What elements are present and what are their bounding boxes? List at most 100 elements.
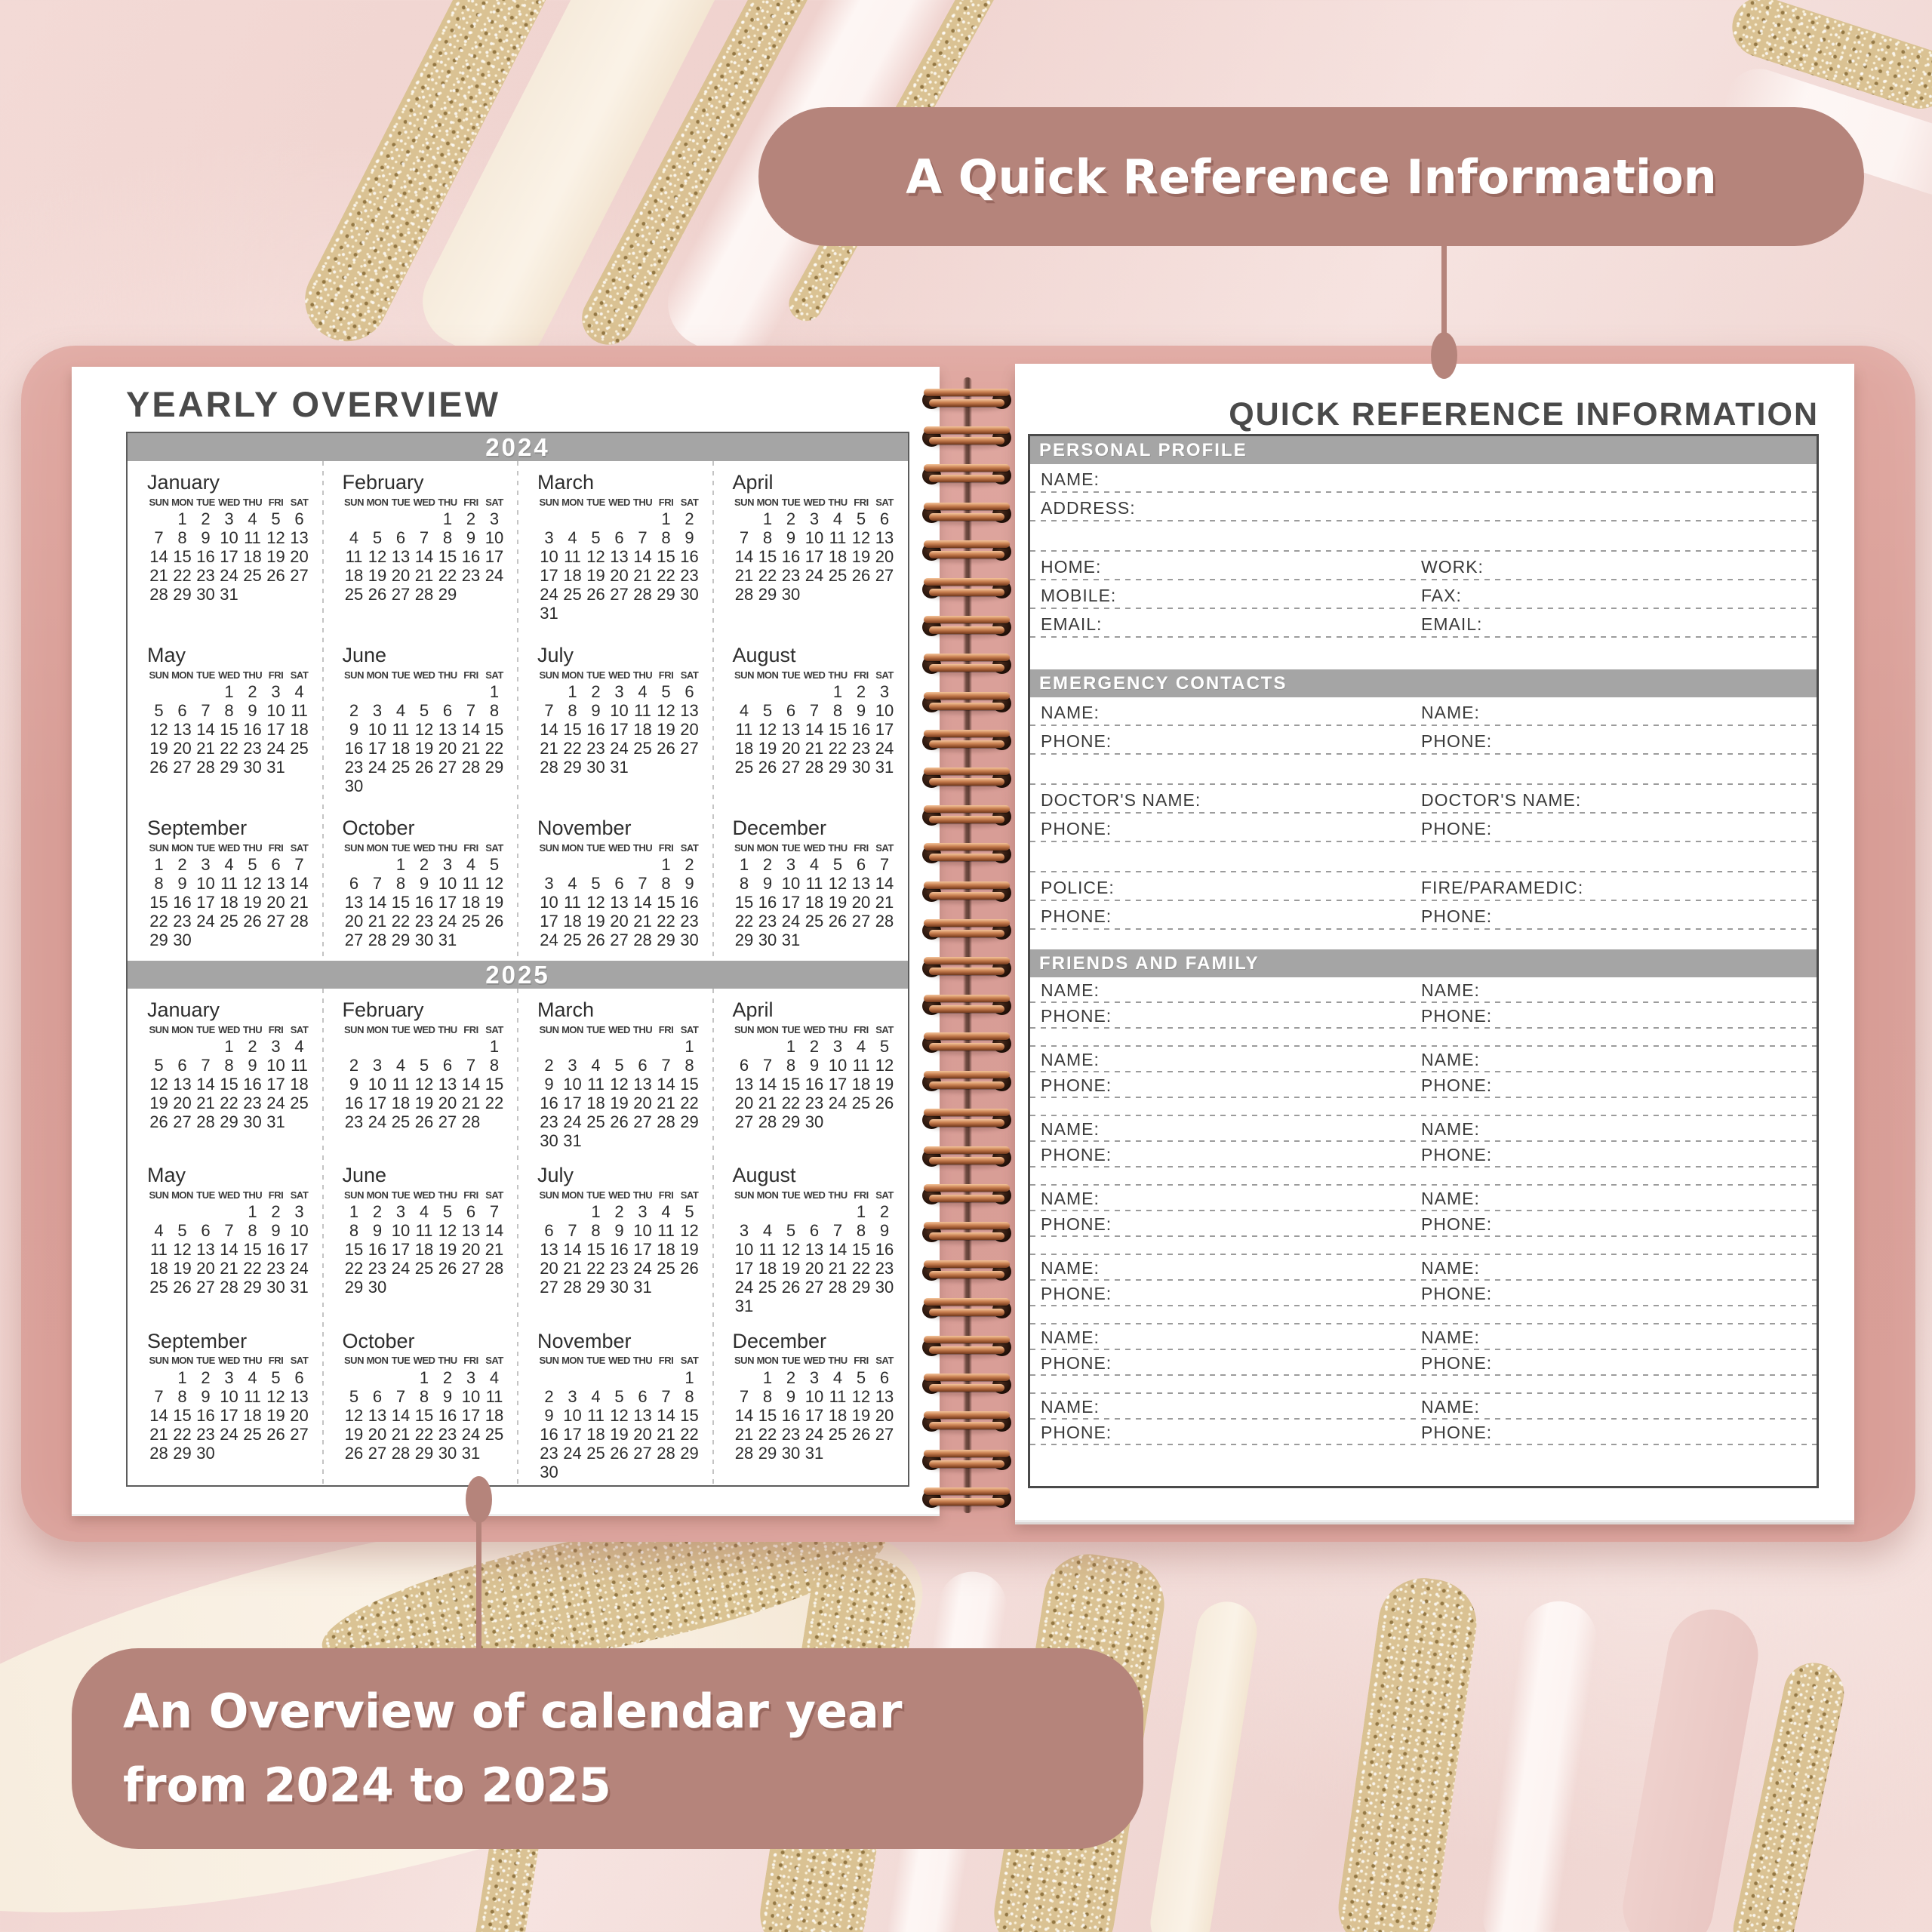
weekday: FRI xyxy=(854,841,869,854)
coil-wire xyxy=(929,626,1004,635)
day-number: 25 xyxy=(586,1443,605,1463)
month-name: February xyxy=(342,998,424,1021)
day-number: 19 xyxy=(243,893,262,912)
day-number: 3 xyxy=(739,1221,749,1241)
day-number: 14 xyxy=(414,547,434,566)
day-number: 1 xyxy=(591,1202,601,1222)
day-number: 1 xyxy=(685,1367,694,1387)
month-name: January xyxy=(147,998,220,1021)
day-number: 10 xyxy=(438,874,457,893)
weekday: WED xyxy=(608,1023,630,1035)
weekday: WED xyxy=(803,1355,826,1367)
day-number: 21 xyxy=(485,1240,504,1260)
day-number: 11 xyxy=(587,1075,605,1094)
spiral-coil xyxy=(922,1409,1011,1436)
day-number: 21 xyxy=(461,1094,481,1112)
day-number: 14 xyxy=(828,1240,848,1260)
day-number: 21 xyxy=(657,1424,675,1444)
day-number: 10 xyxy=(196,874,215,893)
coil-wire xyxy=(929,1270,1004,1278)
day-number: 27 xyxy=(610,585,629,604)
day-number: 9 xyxy=(762,874,773,893)
day-number: 16 xyxy=(875,1240,894,1260)
weekday: SAT xyxy=(485,496,503,508)
field-label: EMAIL: xyxy=(1421,614,1483,634)
field-label: MOBILE: xyxy=(1041,586,1117,605)
day-number: 7 xyxy=(638,874,648,893)
day-number: 13 xyxy=(344,893,364,912)
day-number: 23 xyxy=(368,1259,387,1278)
day-number: 2 xyxy=(466,509,476,528)
day-number: 2 xyxy=(419,855,429,874)
day-number: 18 xyxy=(828,1405,848,1425)
day-number: 23 xyxy=(804,1094,824,1112)
weekday: SUN xyxy=(344,1355,364,1367)
field-label: NAME: xyxy=(1041,1189,1100,1208)
day-number: 13 xyxy=(804,1240,824,1260)
weekday: FRI xyxy=(658,1023,674,1035)
field-row: NAME: NAME: xyxy=(1030,1255,1817,1281)
blank-line xyxy=(1030,842,1817,872)
day-number: 26 xyxy=(149,1112,168,1131)
day-number: 18 xyxy=(563,566,582,585)
day-number: 21 xyxy=(391,1424,411,1444)
day-number: 29 xyxy=(220,1112,238,1131)
coil-wire xyxy=(924,768,1010,775)
day-number: 15 xyxy=(657,547,675,566)
coil-wire xyxy=(929,1497,1004,1506)
day-number: 9 xyxy=(201,1386,211,1406)
day-number: 3 xyxy=(786,855,796,874)
day-number: 23 xyxy=(196,1424,215,1444)
day-number: 9 xyxy=(248,1056,257,1075)
weekday: TUE xyxy=(196,1189,215,1201)
weekday-header: SUN MON TUE WED THU FRI SAT xyxy=(343,840,518,855)
day-number: 18 xyxy=(563,912,582,931)
section-header: EMERGENCY CONTACTS xyxy=(1030,669,1817,697)
day-number: 11 xyxy=(392,720,410,739)
weekday: WED xyxy=(608,1189,630,1201)
day-number: 14 xyxy=(633,893,652,912)
day-number: 23 xyxy=(540,1112,558,1131)
day-number: 19 xyxy=(875,1075,894,1094)
section-header: FRIENDS AND FAMILY xyxy=(1030,949,1817,977)
weekday: SAT xyxy=(680,841,699,854)
day-number: 17 xyxy=(196,893,215,912)
day-number: 6 xyxy=(372,1386,383,1406)
coil-wire xyxy=(924,1260,1010,1268)
weekday-header: SUN MON TUE WED THU FRI SAT xyxy=(733,840,909,855)
day-number: 30 xyxy=(804,1112,824,1131)
day-number: 20 xyxy=(804,1259,824,1278)
spiral-coil xyxy=(922,917,1011,944)
marble-vein xyxy=(1477,1596,1602,1932)
day-number: 15 xyxy=(680,1075,699,1094)
day-grid: 1 2 3 4 5 6 7 8 9 10 11 12 13 14 15 16 17 18 19 20 21 22 23 24 2… xyxy=(537,509,713,623)
weekday: WED xyxy=(608,669,630,681)
day-number: 27 xyxy=(804,1278,824,1297)
qr-table: PERSONAL PROFILE NAME: ADDRESS: HOME: WORK: M… xyxy=(1028,434,1819,1488)
spiral-coil xyxy=(922,1106,1011,1134)
day-number: 23 xyxy=(243,739,262,758)
day-number: 14 xyxy=(485,1221,504,1241)
day-number: 18 xyxy=(290,720,309,739)
day-number: 6 xyxy=(271,855,281,874)
day-number: 23 xyxy=(266,1259,285,1278)
weekday: TUE xyxy=(196,841,215,854)
day-number: 26 xyxy=(610,1112,629,1131)
day-number: 3 xyxy=(879,682,890,701)
day-number: 3 xyxy=(372,1056,383,1075)
spiral-coil xyxy=(922,576,1011,603)
day-number: 8 xyxy=(177,1386,187,1406)
day-number: 23 xyxy=(680,566,699,585)
day-number: 1 xyxy=(661,509,671,528)
day-number: 19 xyxy=(149,739,168,758)
month-march-2024: March SUN MON TUE WED THU FRI SAT 1 2 3 4 5 6 7 8 9 10 11 1… xyxy=(518,461,713,634)
day-number: 31 xyxy=(266,758,285,777)
day-number: 7 xyxy=(739,1386,749,1406)
day-grid: 1 2 3 4 5 6 7 8 9 10 11 12 13 14 15 16 17 18 19 20 21 22 23 24 2… xyxy=(343,1202,518,1297)
day-number: 14 xyxy=(734,1405,754,1425)
day-number: 13 xyxy=(368,1405,387,1425)
day-number: 16 xyxy=(610,1240,629,1260)
day-number: 22 xyxy=(781,1094,801,1112)
day-number: 4 xyxy=(856,1037,866,1056)
day-number: 26 xyxy=(173,1278,192,1297)
